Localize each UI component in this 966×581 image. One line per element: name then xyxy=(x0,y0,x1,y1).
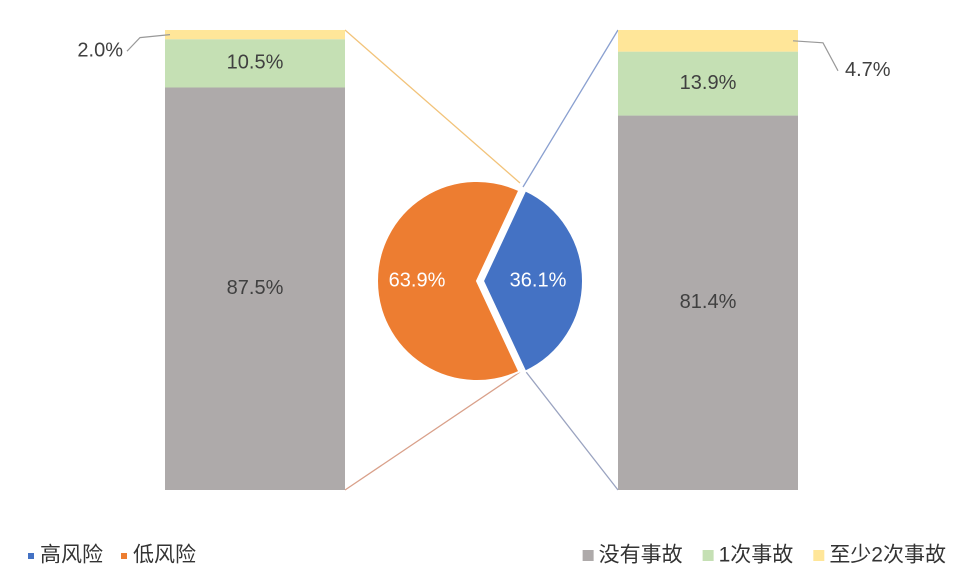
bar-value-label: 4.7% xyxy=(845,59,891,81)
connector-line xyxy=(344,371,521,491)
bar-value-label: 87.5% xyxy=(227,277,284,299)
legend-label: 1次事故 xyxy=(719,544,794,567)
legend-marker xyxy=(121,553,127,559)
label-leader xyxy=(126,34,171,52)
legend-label: 低风险 xyxy=(133,544,196,567)
legend-label: 至少2次事故 xyxy=(829,544,946,567)
label-leader xyxy=(792,40,839,72)
legend-marker xyxy=(813,550,825,561)
bar-segment xyxy=(618,30,798,52)
bar-value-label: 13.9% xyxy=(680,72,737,94)
legend: 没有事故 1次事故 至少2次事故 xyxy=(582,544,946,567)
legend-label: 没有事故 xyxy=(599,544,683,567)
bar-segment xyxy=(165,39,345,88)
pie-slice xyxy=(376,180,521,382)
pie-value-label: 36.1% xyxy=(510,269,567,291)
connector-line xyxy=(522,29,619,188)
pie-value-label: 63.9% xyxy=(389,269,446,291)
legend-marker xyxy=(28,553,34,559)
bar-segment xyxy=(618,51,798,116)
legend: 高风险 低风险 xyxy=(28,544,196,567)
bar-value-label: 81.4% xyxy=(680,291,737,313)
bar-value-label: 10.5% xyxy=(227,52,284,74)
connectors xyxy=(344,29,619,491)
legend-label: 高风险 xyxy=(40,544,103,567)
bar-value-label: 2.0% xyxy=(77,39,123,61)
bar-segment xyxy=(165,30,345,40)
connector-line xyxy=(344,29,521,184)
pie-slice xyxy=(481,189,584,373)
legend-marker xyxy=(582,550,594,561)
bar-segment xyxy=(165,87,345,490)
connector-line xyxy=(522,367,619,491)
legend-marker xyxy=(702,550,714,561)
bar-segment xyxy=(618,115,798,490)
